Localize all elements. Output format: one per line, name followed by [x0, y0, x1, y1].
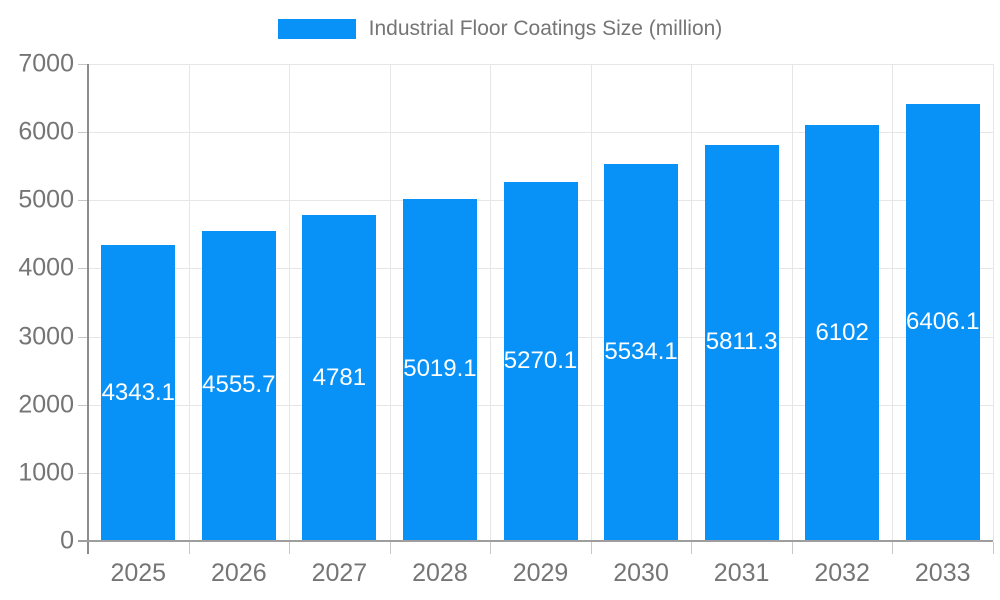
x-tick [490, 542, 492, 554]
bar[interactable]: 4781 [302, 215, 377, 540]
bar-value-label: 5019.1 [403, 355, 477, 383]
y-tick [78, 64, 88, 65]
bar[interactable]: 5811.3 [704, 145, 779, 540]
bar-value-label: 6406.1 [906, 308, 980, 336]
y-tick [78, 336, 88, 338]
x-tick [791, 542, 793, 554]
x-gridline [289, 64, 291, 541]
bar[interactable]: 6406.1 [905, 104, 980, 540]
y-gridline [88, 64, 993, 65]
x-tick-label: 2025 [110, 559, 167, 587]
legend[interactable]: Industrial Floor Coatings Size (million) [0, 17, 1000, 41]
x-gridline [389, 64, 391, 541]
x-tick-label: 2026 [211, 559, 267, 587]
bar-value-label: 4555.7 [202, 371, 276, 399]
legend-label[interactable]: Industrial Floor Coatings Size (million) [368, 17, 723, 40]
x-tick-label: 2030 [613, 559, 669, 587]
bar[interactable]: 5270.1 [503, 181, 578, 540]
y-tick-label: 6000 [18, 117, 74, 146]
y-tick-label: 2000 [18, 390, 74, 419]
bar[interactable]: 4343.1 [101, 245, 176, 540]
y-gridline [88, 132, 993, 134]
y-tick-label: 1000 [18, 458, 74, 487]
x-gridline [691, 64, 693, 541]
bar-value-label: 5811.3 [705, 328, 778, 356]
x-gridline [590, 64, 592, 541]
y-tick-label: 4000 [18, 253, 74, 282]
bar[interactable]: 6102 [805, 125, 880, 540]
x-tick [389, 542, 391, 554]
x-tick-label: 2028 [412, 559, 468, 587]
x-gridline [188, 64, 190, 541]
y-tick-label: 0 [60, 526, 74, 555]
x-axis-line [78, 540, 993, 542]
x-tick [188, 542, 190, 554]
x-tick [993, 542, 994, 554]
bar[interactable]: 5534.1 [604, 163, 679, 540]
y-tick [78, 200, 88, 202]
bar[interactable]: 5019.1 [402, 198, 477, 540]
y-tick [78, 268, 88, 270]
y-tick [78, 472, 88, 474]
legend-swatch[interactable] [277, 19, 356, 39]
y-tick [78, 132, 88, 134]
x-tick-label: 2033 [914, 559, 971, 587]
bar-value-label: 5270.1 [503, 346, 578, 374]
bar-value-label: 6102 [815, 318, 869, 346]
x-tick [590, 542, 592, 554]
bar[interactable]: 4555.7 [201, 230, 276, 540]
bar-value-label: 4343.1 [101, 378, 175, 406]
y-tick [78, 404, 88, 406]
x-gridline [791, 64, 793, 541]
bar-value-label: 5534.1 [604, 337, 678, 365]
bar-value-label: 4781 [312, 363, 367, 391]
x-tick [691, 542, 693, 554]
x-tick-label: 2031 [713, 559, 770, 587]
x-gridline [892, 64, 894, 541]
x-tick [289, 542, 291, 554]
x-gridline [993, 64, 994, 541]
x-tick-label: 2029 [512, 559, 569, 587]
y-tick-label: 7000 [18, 49, 74, 78]
y-tick-label: 3000 [18, 322, 74, 351]
x-tick-label: 2032 [814, 559, 870, 587]
x-gridline [490, 64, 492, 541]
x-tick-label: 2027 [311, 559, 368, 587]
y-axis-line [87, 64, 89, 554]
x-tick [892, 542, 894, 554]
y-tick-label: 5000 [18, 185, 74, 214]
